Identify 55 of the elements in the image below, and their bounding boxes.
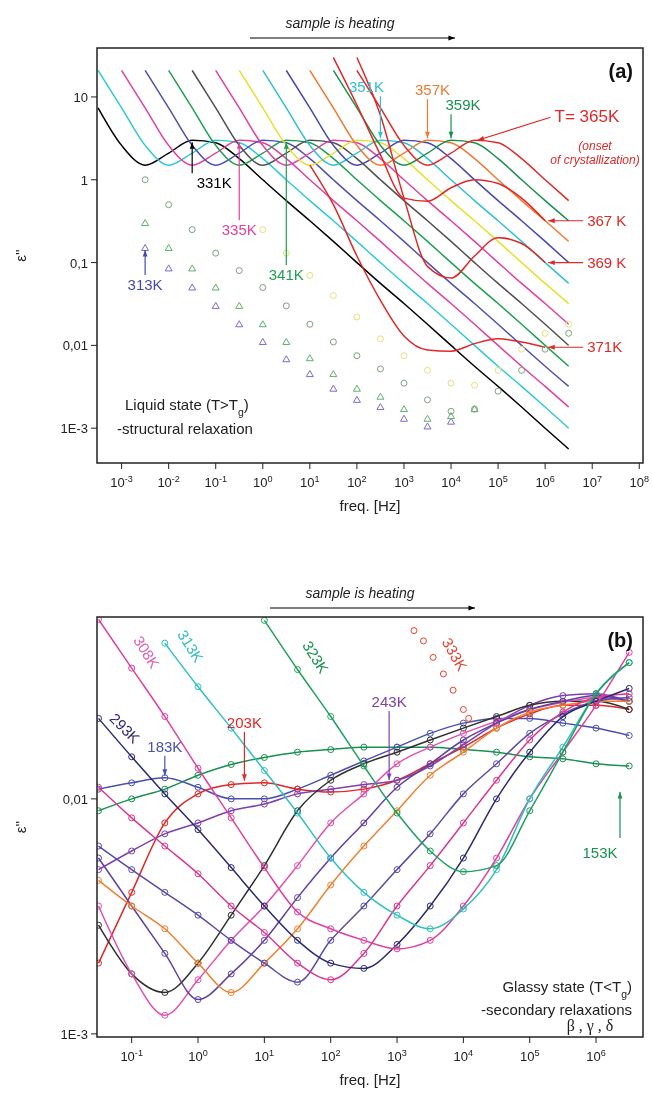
x-tick-label: 10$^{8}$ <box>629 474 650 490</box>
x-tick-label: 10$^{4}$ <box>441 474 461 490</box>
x-tick-label: 10$^{2}$ <box>347 474 367 490</box>
annotation: 371K <box>587 338 623 356</box>
x-tick-label: 10$^{5}$ <box>488 474 508 490</box>
annotation: 203K <box>226 713 262 731</box>
x-tick-label: 10$^{3}$ <box>394 474 414 490</box>
x-tick-label: 10$^{-1}$ <box>120 1048 143 1064</box>
y-axis-title: ε'' <box>12 820 29 834</box>
y-tick-label: 0,01 <box>62 791 88 807</box>
annotation: 183K <box>147 737 183 755</box>
x-tick-label: 10$^{-2}$ <box>157 474 180 490</box>
x-tick-label: 10$^{1}$ <box>300 474 320 490</box>
x-tick-label: 10$^{0}$ <box>188 1048 208 1064</box>
annotation: β , γ , δ <box>566 1017 614 1035</box>
annotation: 341K <box>268 266 304 284</box>
annotation: T= 365K <box>554 107 620 127</box>
y-tick-label: 0,01 <box>62 338 88 354</box>
annotation: -structural relaxation <box>117 420 253 437</box>
x-tick-label: 10$^{0}$ <box>253 474 273 490</box>
y-tick-label: 1E-3 <box>60 1026 88 1042</box>
text: (a) <box>608 60 633 82</box>
y-tick-label: 10 <box>73 89 88 105</box>
x-tick-label: 10$^{6}$ <box>586 1048 606 1064</box>
y-tick-label: 0,1 <box>69 255 88 271</box>
annotation: (onset of crystallization) <box>550 139 640 168</box>
x-tick-label: 10$^{2}$ <box>320 1048 341 1064</box>
x-tick-label: 10$^{-3}$ <box>110 474 133 490</box>
x-tick-label: 10$^{1}$ <box>254 1048 275 1064</box>
annotation: 331K <box>196 174 232 192</box>
annotation: Glassy state (T<T$_{g}$) <box>502 978 632 1000</box>
annotation: 313K <box>127 275 163 293</box>
annotation: 357K <box>414 81 451 99</box>
text: sample is heating <box>305 585 415 601</box>
x-tick-label: 10$^{7}$ <box>582 474 602 490</box>
annotation: Liquid state (T>T$_{g}$) <box>125 396 249 418</box>
y-tick-label: 1 <box>80 172 88 188</box>
y-tick-label: 1E-3 <box>60 421 88 437</box>
x-tick-label: 10$^{-1}$ <box>204 474 228 490</box>
annotation: 153K <box>582 844 618 861</box>
x-tick-label: 10$^{4}$ <box>453 1048 474 1064</box>
annotation: -secondary relaxations <box>481 1001 632 1018</box>
annotation: 369 K <box>587 253 627 271</box>
annotation: 367 K <box>587 211 627 229</box>
text: sample is heating <box>285 15 395 31</box>
annotation: 335K <box>221 221 257 239</box>
text: (b) <box>607 629 633 651</box>
annotation: 243K <box>371 692 407 710</box>
x-axis-title: freq. [Hz] <box>339 1071 401 1088</box>
y-axis-title: ε'' <box>12 249 29 262</box>
x-tick-label: 10$^{3}$ <box>387 1048 407 1064</box>
x-tick-label: 10$^{6}$ <box>535 474 555 490</box>
x-axis-title: freq. [Hz] <box>339 497 401 514</box>
annotation: 359K <box>445 96 481 114</box>
x-tick-label: 10$^{5}$ <box>519 1048 540 1064</box>
